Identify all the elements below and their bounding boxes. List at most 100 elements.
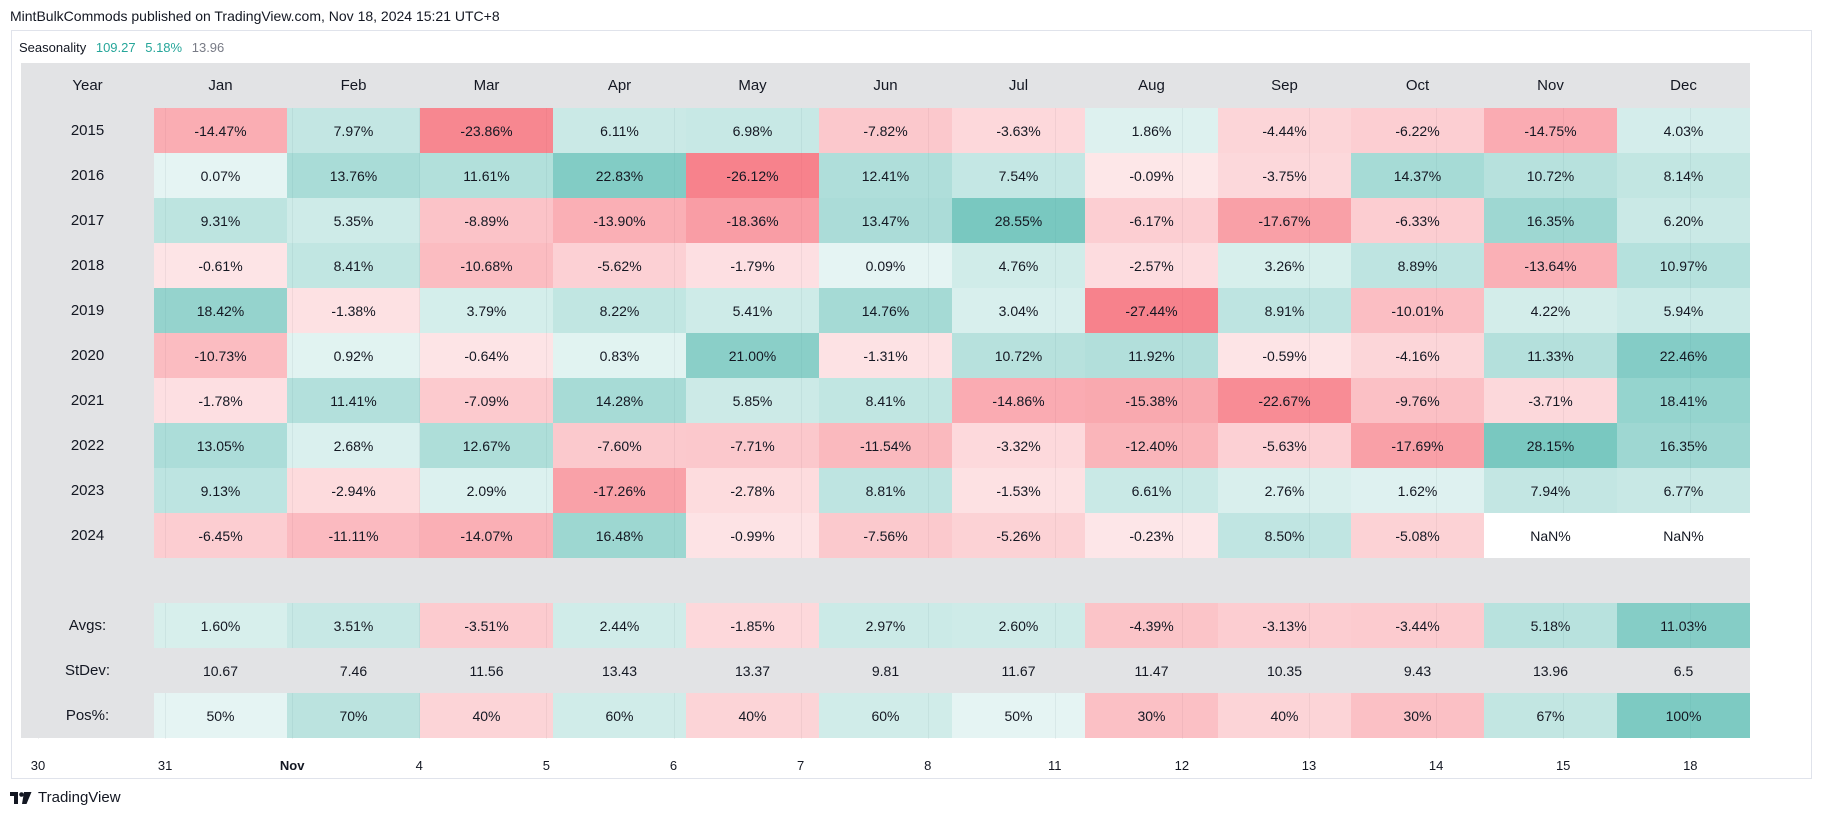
value-cell: 13.76% — [287, 153, 420, 198]
summary-cell: 13.37 — [686, 648, 819, 693]
summary-cell: 11.03% — [1617, 603, 1750, 648]
indicator-value-1: 109.27 — [95, 40, 136, 55]
row-label: 2024 — [21, 513, 154, 558]
value-cell: -7.56% — [819, 513, 952, 558]
value-cell: -15.38% — [1085, 378, 1218, 423]
tradingview-footer[interactable]: TradingView — [10, 789, 121, 806]
value-cell: -14.47% — [154, 108, 287, 153]
summary-row: StDev: 10.67 7.46 11.56 13.43 13.37 9.81 11.67 1… — [21, 648, 1750, 693]
value-cell: -1.78% — [154, 378, 287, 423]
value-cell: 14.76% — [819, 288, 952, 333]
summary-cell: 50% — [154, 693, 287, 738]
value-cell: -5.62% — [553, 243, 686, 288]
value-cell: 28.15% — [1484, 423, 1617, 468]
value-cell: 3.04% — [952, 288, 1085, 333]
header-month-jan: Jan — [154, 63, 287, 108]
value-cell: -27.44% — [1085, 288, 1218, 333]
value-cell: -14.07% — [420, 513, 553, 558]
value-cell: 5.85% — [686, 378, 819, 423]
value-cell: 13.47% — [819, 198, 952, 243]
value-cell: 8.14% — [1617, 153, 1750, 198]
value-cell: 3.79% — [420, 288, 553, 333]
summary-cell: 7.46 — [287, 648, 420, 693]
value-cell: -14.86% — [952, 378, 1085, 423]
value-cell: -14.75% — [1484, 108, 1617, 153]
summary-cell: 30% — [1085, 693, 1218, 738]
publication-header: MintBulkCommods published on TradingView… — [10, 8, 500, 24]
grid-line — [292, 63, 294, 739]
value-cell: 12.67% — [420, 423, 553, 468]
summary-cell: 2.97% — [819, 603, 952, 648]
time-axis-label: 12 — [1174, 758, 1190, 773]
value-cell: 8.41% — [819, 378, 952, 423]
value-cell: -7.60% — [553, 423, 686, 468]
value-cell: 6.98% — [686, 108, 819, 153]
value-cell: 1.62% — [1351, 468, 1484, 513]
row-label: 2016 — [21, 153, 154, 198]
value-cell: NaN% — [1617, 513, 1750, 558]
value-cell: 0.92% — [287, 333, 420, 378]
value-cell: -17.67% — [1218, 198, 1351, 243]
value-cell: 10.72% — [1484, 153, 1617, 198]
value-cell: 7.54% — [952, 153, 1085, 198]
value-cell: -3.75% — [1218, 153, 1351, 198]
time-axis-label: 15 — [1555, 758, 1571, 773]
summary-cell: 11.47 — [1085, 648, 1218, 693]
value-cell: -17.26% — [553, 468, 686, 513]
grid-line — [1690, 63, 1692, 739]
header-month-nov: Nov — [1484, 63, 1617, 108]
header-month-oct: Oct — [1351, 63, 1484, 108]
value-cell: 18.41% — [1617, 378, 1750, 423]
value-cell: 0.07% — [154, 153, 287, 198]
value-cell: 8.81% — [819, 468, 952, 513]
value-cell: -11.54% — [819, 423, 952, 468]
grid-line — [927, 63, 929, 739]
summary-cell: 50% — [952, 693, 1085, 738]
table-row: 2023 9.13% -2.94% 2.09% -17.26% -2.78% 8.81% -1… — [21, 468, 1750, 513]
table-row: 2017 9.31% 5.35% -8.89% -13.90% -18.36% 13.47%… — [21, 198, 1750, 243]
value-cell: 0.09% — [819, 243, 952, 288]
value-cell: -6.22% — [1351, 108, 1484, 153]
value-cell: 18.42% — [154, 288, 287, 333]
summary-cell: 9.43 — [1351, 648, 1484, 693]
value-cell: NaN% — [1484, 513, 1617, 558]
header-year: Year — [21, 63, 154, 108]
value-cell: -23.86% — [420, 108, 553, 153]
value-cell: 4.22% — [1484, 288, 1617, 333]
grid-line — [1563, 63, 1565, 739]
row-label: 2021 — [21, 378, 154, 423]
value-cell: -6.17% — [1085, 198, 1218, 243]
separator-cell — [21, 558, 1750, 603]
value-cell: 9.31% — [154, 198, 287, 243]
summary-cell: 6.5 — [1617, 648, 1750, 693]
value-cell: -10.68% — [420, 243, 553, 288]
indicator-legend[interactable]: Seasonality 109.27 5.18% 13.96 — [19, 40, 224, 55]
value-cell: -0.61% — [154, 243, 287, 288]
separator-row — [21, 558, 1750, 603]
value-cell: -1.31% — [819, 333, 952, 378]
value-cell: -0.64% — [420, 333, 553, 378]
value-cell: 13.05% — [154, 423, 287, 468]
value-cell: -7.71% — [686, 423, 819, 468]
value-cell: 7.97% — [287, 108, 420, 153]
row-label: 2017 — [21, 198, 154, 243]
header-month-dec: Dec — [1617, 63, 1750, 108]
indicator-value-3: 13.96 — [191, 40, 225, 55]
value-cell: 16.35% — [1617, 423, 1750, 468]
value-cell: 5.41% — [686, 288, 819, 333]
time-axis-label: 14 — [1428, 758, 1444, 773]
time-axis-label: 30 — [30, 758, 46, 773]
summary-cell: 2.44% — [553, 603, 686, 648]
value-cell: 8.91% — [1218, 288, 1351, 333]
header-month-jun: Jun — [819, 63, 952, 108]
summary-label: Pos%: — [21, 693, 154, 738]
time-axis[interactable]: 30 31 Nov 4 5 6 7 8 11 12 13 14 15 18 — [11, 750, 1812, 778]
value-cell: -0.09% — [1085, 153, 1218, 198]
summary-cell: -3.13% — [1218, 603, 1351, 648]
summary-cell: 10.35 — [1218, 648, 1351, 693]
value-cell: 11.33% — [1484, 333, 1617, 378]
row-label: 2023 — [21, 468, 154, 513]
table-row: 2018 -0.61% 8.41% -10.68% -5.62% -1.79% 0.09% 4… — [21, 243, 1750, 288]
value-cell: 21.00% — [686, 333, 819, 378]
value-cell: -18.36% — [686, 198, 819, 243]
